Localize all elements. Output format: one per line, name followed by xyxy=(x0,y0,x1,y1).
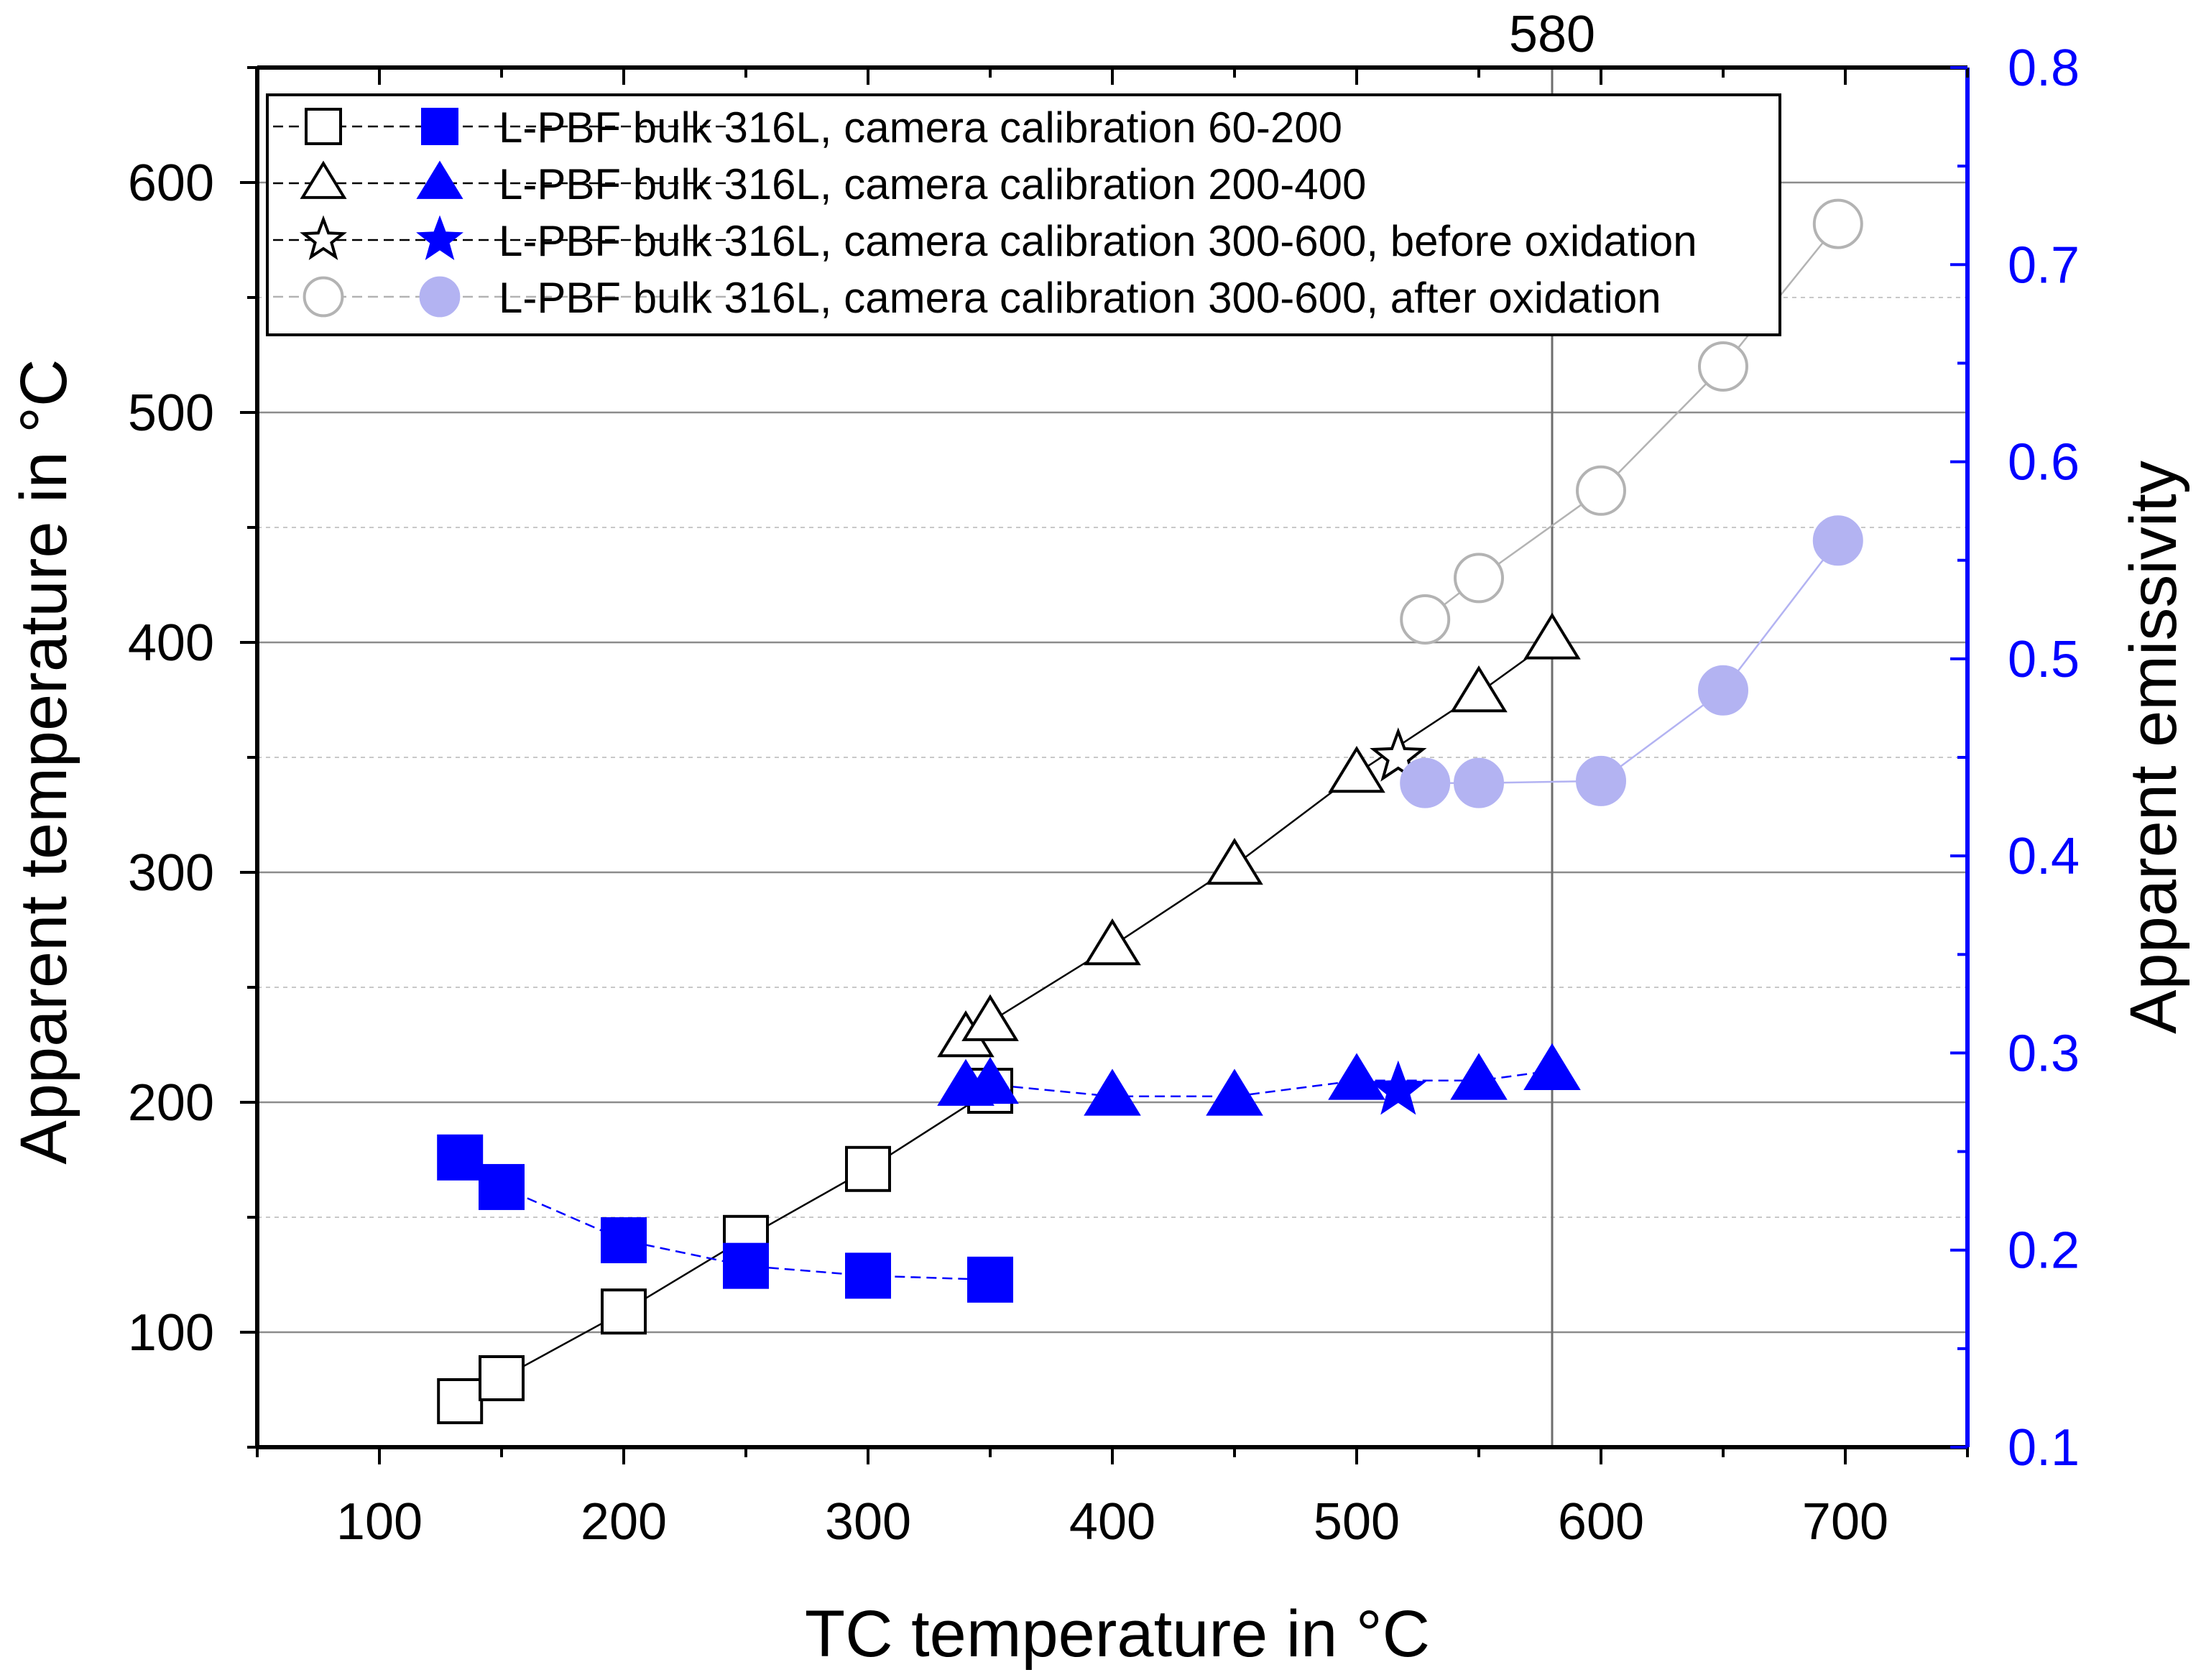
legend: L-PBF bulk 316L, camera calibration 60-2… xyxy=(266,93,1781,336)
series-1-temperature-point xyxy=(1084,918,1141,966)
y-right-tick-label: 0.6 xyxy=(2008,434,2080,491)
y-right-tick-label: 0.1 xyxy=(2008,1419,2080,1477)
series-lines xyxy=(459,223,1839,1403)
x-tick-label: 600 xyxy=(1558,1493,1644,1551)
series-0-temperature-point xyxy=(601,1288,647,1335)
series-0-temperature-point xyxy=(479,1355,525,1401)
x-axis-label: TC temperature in °C xyxy=(805,1597,1430,1671)
y-right-tick-label: 0.5 xyxy=(2008,631,2080,688)
annotation-label: 580 xyxy=(1509,6,1595,63)
series-0-emissivity-point xyxy=(723,1242,769,1289)
series-3-temperature-point xyxy=(1454,553,1504,604)
series-1-temperature-point xyxy=(1523,612,1581,660)
legend-marker-filled xyxy=(419,276,461,318)
legend-label: L-PBF bulk 316L, camera calibration 300-… xyxy=(499,217,1697,265)
y-left-tick-label: 100 xyxy=(128,1304,214,1362)
legend-marker-filled xyxy=(421,108,458,145)
legend-marker-open xyxy=(300,215,347,260)
y-left-tick-label: 400 xyxy=(128,614,214,672)
series-0-emissivity-point xyxy=(967,1256,1013,1303)
series-3-temperature-point xyxy=(1698,341,1748,392)
y-left-tick-label: 200 xyxy=(128,1074,214,1132)
legend-marker-open xyxy=(303,276,344,318)
legend-box xyxy=(266,93,1781,336)
series-1-emissivity-point xyxy=(1084,1069,1141,1116)
series-3-emissivity-point xyxy=(1454,757,1504,808)
series-1-emissivity-point xyxy=(1206,1069,1263,1116)
y-right-tick-label: 0.7 xyxy=(2008,236,2080,294)
legend-marker-filled xyxy=(416,160,463,199)
y-right-tick-label: 0.2 xyxy=(2008,1222,2080,1280)
series-1-emissivity-point xyxy=(1450,1053,1508,1100)
series-1-emissivity-point xyxy=(1523,1043,1581,1090)
y-left-tick-label: 600 xyxy=(128,154,214,212)
ticks: 100 200 300 400 500 600 700 100 200 300 400 500 600 0… xyxy=(128,40,2080,1551)
series-1-temperature-point xyxy=(1328,746,1385,793)
legend-marker-filled xyxy=(416,215,463,260)
y-right-tick-label: 0.3 xyxy=(2008,1025,2080,1082)
legend-label: L-PBF bulk 316L, camera calibration 200-… xyxy=(499,160,1366,208)
series-0-emissivity-point xyxy=(479,1163,525,1210)
x-tick-label: 100 xyxy=(336,1493,423,1551)
legend-label: L-PBF bulk 316L, camera calibration 300-… xyxy=(499,274,1661,322)
series-1-temperature-point xyxy=(961,994,1019,1041)
series-3-emissivity-point xyxy=(1576,755,1626,806)
series-2-emissivity-point xyxy=(1370,1060,1427,1115)
y-axis-label-left: Apparent temperature in °C xyxy=(7,359,80,1165)
x-tick-label: 700 xyxy=(1802,1493,1888,1551)
y-right-tick-label: 0.8 xyxy=(2008,40,2080,97)
legend-marker-open xyxy=(305,108,342,145)
series-0-emissivity-point xyxy=(437,1134,484,1181)
x-tick-label: 300 xyxy=(825,1493,911,1551)
series-0-temperature-point xyxy=(437,1378,484,1424)
series-3-temperature-point xyxy=(1812,198,1863,249)
series-3-emissivity-point xyxy=(1400,757,1451,808)
series-marks xyxy=(437,198,1863,1424)
x-tick-label: 500 xyxy=(1314,1493,1400,1551)
series-1-emissivity-point xyxy=(1328,1053,1385,1100)
series-3-temperature-point xyxy=(1400,594,1451,645)
series-1-emissivity-point xyxy=(961,1056,1019,1104)
legend-marker-open xyxy=(300,160,347,199)
y-left-tick-label: 300 xyxy=(128,844,214,902)
y-axis-label-right: Apparent emissivity xyxy=(2117,461,2190,1034)
y-right-tick-label: 0.4 xyxy=(2008,828,2080,885)
series-3-temperature-point xyxy=(1576,465,1626,516)
series-2-temperature-point xyxy=(1370,727,1427,782)
x-tick-label: 400 xyxy=(1069,1493,1155,1551)
series-0-temperature-point xyxy=(845,1145,891,1192)
series-3-emissivity-point xyxy=(1698,665,1748,716)
series-3-emissivity-point xyxy=(1812,515,1863,566)
series-1-temperature-point xyxy=(1206,838,1263,885)
y-left-tick-label: 500 xyxy=(128,384,214,442)
series-0-emissivity-point xyxy=(845,1252,891,1299)
x-tick-label: 200 xyxy=(581,1493,667,1551)
legend-label: L-PBF bulk 316L, camera calibration 60-2… xyxy=(499,103,1342,152)
series-0-emissivity-point xyxy=(601,1217,647,1263)
series-1-temperature-point xyxy=(1450,665,1508,713)
